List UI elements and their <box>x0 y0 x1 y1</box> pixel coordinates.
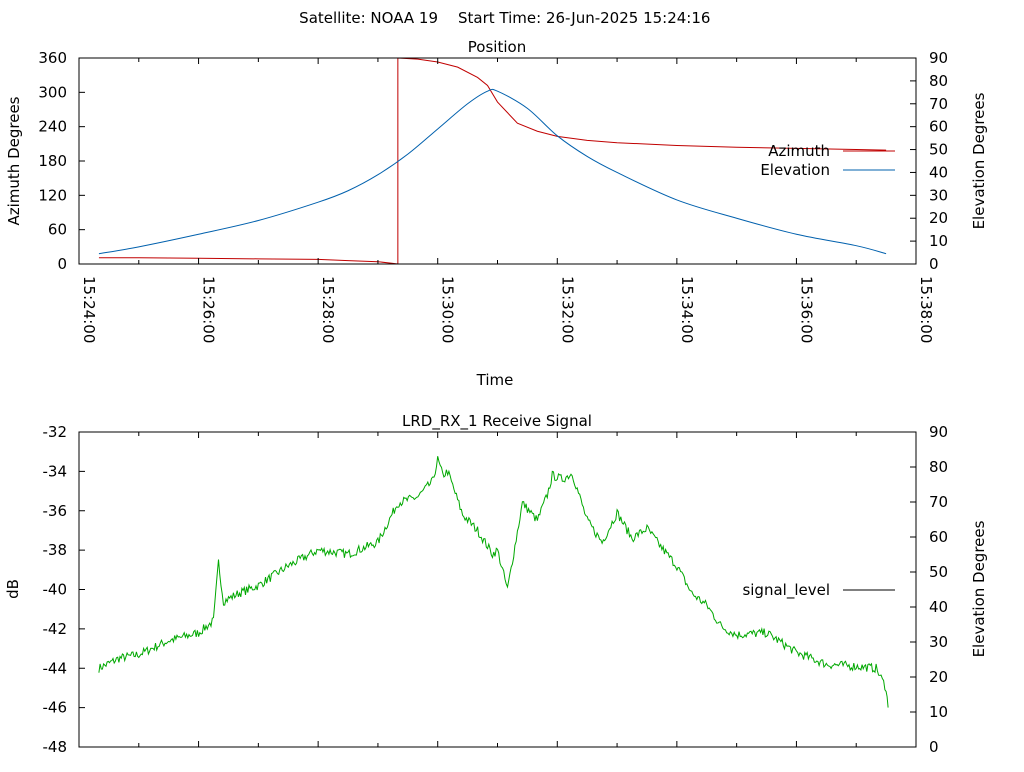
series-line-azimuth <box>98 57 887 265</box>
series-line-elevation <box>98 88 887 255</box>
y2-tick-label: 80 <box>929 458 948 476</box>
y-tick-label: 0 <box>57 255 67 273</box>
y-tick-label: -46 <box>43 699 68 717</box>
y2-axis-label: Elevation Degrees <box>970 520 988 657</box>
legend-label-elevation: Elevation <box>760 161 830 179</box>
y2-tick-label: 40 <box>929 598 948 616</box>
y2-tick-label: 20 <box>929 209 948 227</box>
y-tick-label: -44 <box>43 659 68 677</box>
y2-tick-label: 50 <box>929 563 948 581</box>
x-axis-label: Time <box>476 371 514 389</box>
legend: Azimuth Elevation <box>760 142 895 179</box>
y2-tick-label: 60 <box>929 528 948 546</box>
y2-tick-label: 10 <box>929 703 948 721</box>
y2-tick-label: 20 <box>929 668 948 686</box>
y2-tick-label: 90 <box>929 423 948 441</box>
position-chart: Position 0 60 120 180 240 300 360 0 10 20 30 40 50 6… <box>5 38 988 389</box>
y-tick-label: -48 <box>43 738 68 756</box>
y2-tick-label: 90 <box>929 49 948 67</box>
y2-tick-label: 0 <box>929 738 939 756</box>
y-axis-label: Azimuth Degrees <box>5 96 23 225</box>
y2-tick-label: 70 <box>929 493 948 511</box>
x-tick-label: 15:32:00 <box>558 276 576 343</box>
x-tick-label: 15:26:00 <box>200 276 218 343</box>
x-tick-label: 15:30:00 <box>439 276 457 343</box>
y-tick-label: 180 <box>38 152 67 170</box>
legend-label-azimuth: Azimuth <box>768 142 830 160</box>
signal-chart: LRD_RX_1 Receive Signal -32 -34 -36 -38 -40 -… <box>4 412 988 756</box>
y2-tick-label: 10 <box>929 232 948 250</box>
chart-title: Position <box>468 38 526 56</box>
y2-tick-label: 70 <box>929 95 948 113</box>
y-tick-label: 60 <box>48 221 67 239</box>
y-tick-label: -42 <box>43 620 68 638</box>
y-tick-label: 120 <box>38 186 67 204</box>
y2-axis-label: Elevation Degrees <box>970 92 988 229</box>
y2-tick-label: 50 <box>929 141 948 159</box>
legend-label-signal-level: signal_level <box>742 581 830 600</box>
legend: signal_level <box>742 581 895 600</box>
y2-tick-label: 30 <box>929 633 948 651</box>
satellite-label: Satellite: NOAA 19 <box>299 9 438 27</box>
x-tick-label: 15:36:00 <box>797 276 815 343</box>
y-tick-label: -34 <box>43 462 68 480</box>
x-tick-label: 15:28:00 <box>319 276 337 343</box>
y-tick-label: -40 <box>43 581 68 599</box>
y-tick-label: 360 <box>38 49 67 67</box>
y2-tick-label: 60 <box>929 118 948 136</box>
y-tick-label: -32 <box>43 423 68 441</box>
chart-title: LRD_RX_1 Receive Signal <box>402 412 592 431</box>
y-tick-label: -36 <box>43 502 68 520</box>
x-tick-label: 15:34:00 <box>678 276 696 343</box>
y-tick-label: 300 <box>38 83 67 101</box>
y2-tick-label: 0 <box>929 255 939 273</box>
y2-tick-label: 30 <box>929 186 948 204</box>
y-tick-label: 240 <box>38 118 67 136</box>
series-line-signal-level <box>98 456 889 708</box>
x-tick-label: 15:24:00 <box>80 276 98 343</box>
x-tick-label: 15:38:00 <box>917 276 935 343</box>
y2-tick-label: 40 <box>929 163 948 181</box>
y-tick-label: -38 <box>43 541 68 559</box>
y2-tick-label: 80 <box>929 72 948 90</box>
y-axis-label: dB <box>4 579 22 599</box>
start-time-label: Start Time: 26-Jun-2025 15:24:16 <box>458 9 710 27</box>
